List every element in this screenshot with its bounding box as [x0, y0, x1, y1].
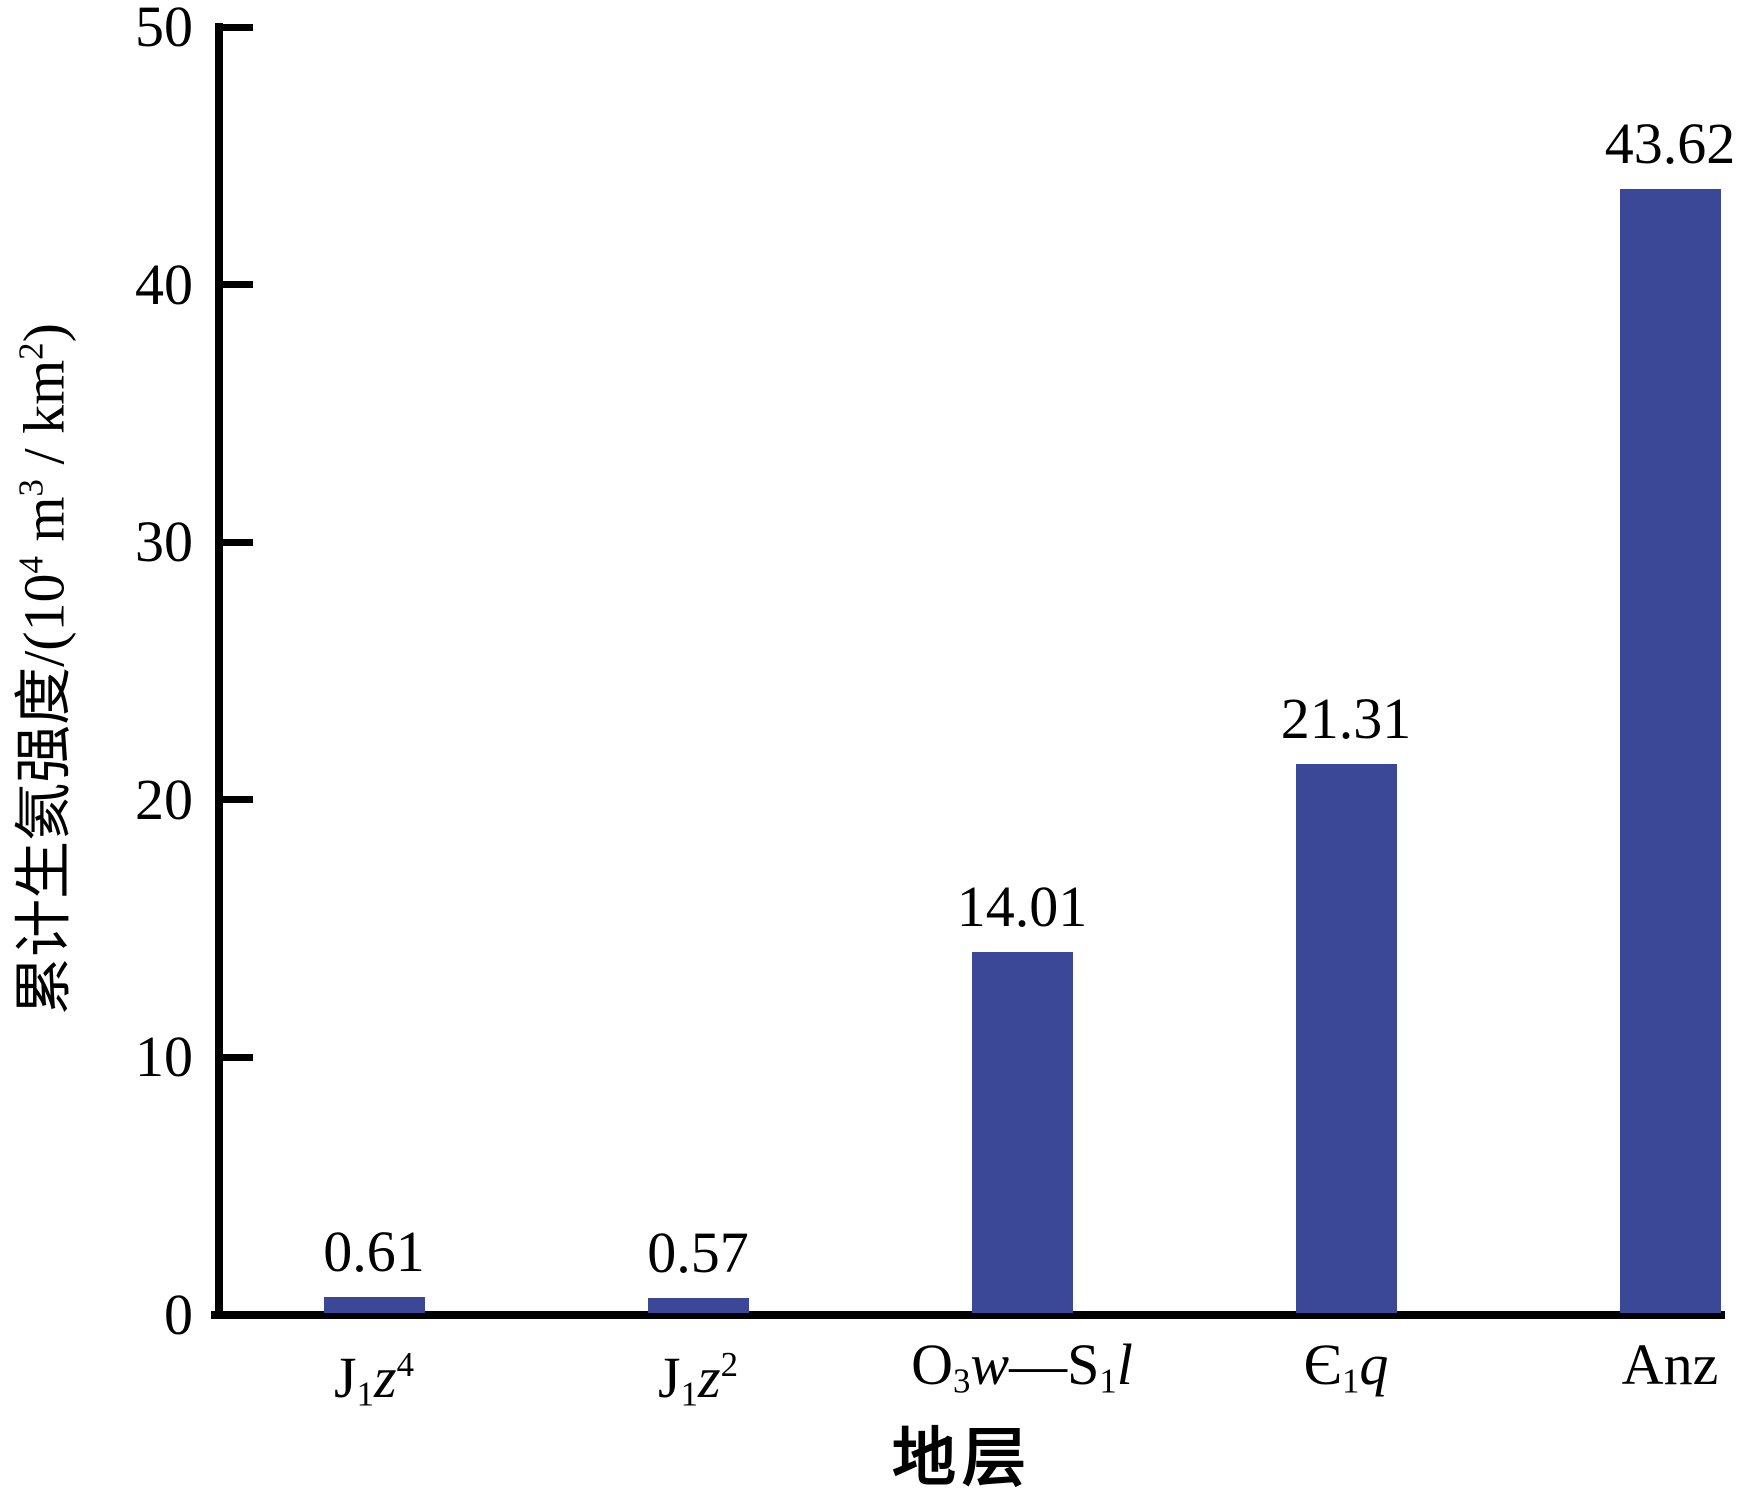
y-axis-tick — [223, 1053, 253, 1061]
x-category-label: Anz — [1622, 1326, 1719, 1404]
bar — [1619, 189, 1721, 1313]
label-token: Є — [1303, 1332, 1342, 1397]
y-tick-label: 10 — [135, 1024, 193, 1090]
label-token: 2 — [720, 1345, 738, 1384]
label-token: 1 — [356, 1374, 374, 1414]
bar-value-label: 43.62 — [1604, 111, 1736, 177]
y-axis-tick — [223, 23, 253, 31]
y-axis-tick — [223, 796, 253, 804]
label-token: ) — [11, 323, 77, 343]
label-token: 1 — [1099, 1361, 1117, 1401]
label-token: z — [698, 1344, 721, 1410]
x-category-label: O3w—S1l — [911, 1326, 1133, 1421]
label-token: m — [11, 496, 77, 557]
y-axis-tick — [223, 281, 253, 289]
label-token: 4 — [11, 556, 51, 574]
label-token: l — [1116, 1332, 1133, 1397]
y-tick-label: 40 — [135, 251, 193, 317]
bar-value-label: 0.57 — [647, 1220, 749, 1286]
x-category-label: J1z2 — [658, 1326, 738, 1434]
y-axis-tick — [223, 538, 253, 546]
label-token: Anz — [1621, 1332, 1719, 1397]
bar — [971, 952, 1073, 1313]
x-axis-title: 地层 — [892, 1423, 1032, 1494]
y-tick-label: 30 — [135, 509, 193, 575]
label-token: J — [658, 1344, 681, 1410]
bar-value-label: 0.61 — [323, 1219, 425, 1285]
x-axis-line — [211, 1311, 1725, 1319]
label-token: 累计生氦强度/(10 — [11, 573, 77, 1015]
label-token: 1 — [680, 1374, 698, 1414]
x-category-label: Є1q — [1304, 1326, 1389, 1421]
y-tick-label: 0 — [164, 1282, 193, 1347]
bar — [1295, 764, 1397, 1313]
bar-value-label: 21.31 — [1280, 686, 1412, 752]
label-token: J — [334, 1344, 357, 1410]
label-token: 3 — [953, 1361, 971, 1401]
label-token: O — [911, 1332, 953, 1397]
y-tick-label: 50 — [135, 0, 193, 59]
y-tick-label: 20 — [135, 766, 193, 832]
y-axis-title: 累计生氦强度/(104 m3 / km2) — [0, 323, 79, 1015]
y-axis-line — [215, 23, 223, 1319]
label-token: z — [374, 1344, 397, 1410]
bar-value-label: 14.01 — [956, 874, 1088, 940]
label-token: 3 — [11, 479, 51, 497]
label-token: 2 — [11, 342, 51, 360]
bar — [323, 1297, 425, 1313]
label-token: S — [1067, 1332, 1100, 1397]
label-token: / km — [11, 359, 77, 480]
label-token: 1 — [1341, 1361, 1360, 1401]
label-token: 4 — [396, 1345, 414, 1384]
label-token: q — [1359, 1332, 1389, 1397]
label-token: w — [970, 1332, 1010, 1397]
bar — [647, 1298, 749, 1313]
label-token: — — [1009, 1332, 1068, 1397]
x-category-label: J1z4 — [334, 1326, 414, 1434]
